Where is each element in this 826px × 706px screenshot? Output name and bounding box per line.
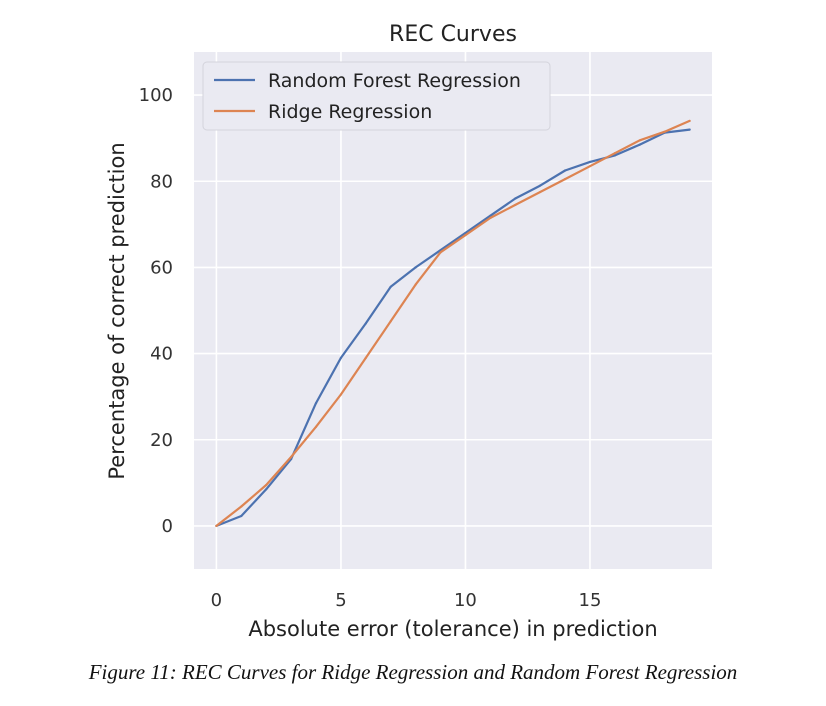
point-random-forest (588, 160, 592, 163)
y-tick-label: 60 (150, 257, 173, 278)
plot-area (194, 52, 712, 569)
chart: 0 5 10 15 0 20 40 60 80 100 REC Curves Absolute e… (105, 22, 712, 641)
legend-box (202, 61, 551, 131)
point-ridge (563, 177, 567, 181)
point-ridge (539, 190, 542, 194)
legend-label-ridge: Ridge Regression (268, 101, 432, 123)
point-ridge (240, 505, 243, 508)
x-tick-label: 5 (335, 590, 346, 611)
point-ridge (414, 283, 417, 286)
x-axis-label: Absolute error (tolerance) in prediction (248, 617, 657, 641)
point-ridge (215, 524, 218, 528)
legend: Random Forest Regression Ridge Regressio… (202, 61, 551, 131)
x-tick-label: 0 (211, 590, 222, 611)
point-random-forest (364, 322, 367, 325)
y-axis-label: Percentage of correct prediction (105, 142, 129, 479)
point-ridge (364, 356, 367, 359)
point-ridge (638, 139, 641, 142)
point-ridge (265, 483, 268, 487)
point-ridge (613, 152, 616, 155)
x-tick-label: 15 (579, 590, 602, 611)
point-random-forest (613, 154, 616, 157)
y-tick-label: 20 (150, 430, 173, 451)
x-tick-label: 10 (454, 590, 477, 611)
series-layer (215, 119, 691, 528)
y-tick-label: 0 (162, 516, 173, 537)
point-random-forest (414, 266, 417, 269)
line-ridge (215, 119, 691, 528)
point-random-forest (563, 169, 567, 172)
point-ridge (688, 119, 691, 123)
y-tick-label: 40 (150, 344, 173, 365)
point-random-forest (539, 184, 542, 187)
point-random-forest (389, 285, 392, 288)
chart-title: REC Curves (389, 22, 517, 47)
point-random-forest (314, 402, 318, 405)
y-tick-label: 80 (150, 171, 173, 192)
point-random-forest (489, 214, 492, 217)
point-random-forest (339, 356, 343, 359)
point-ridge (489, 216, 492, 219)
point-ridge (439, 251, 442, 254)
point-random-forest (638, 143, 641, 146)
point-ridge (290, 455, 293, 459)
point-ridge (588, 165, 592, 168)
legend-label-random-forest: Random Forest Regression (268, 70, 521, 92)
tick-labels: 0 5 10 15 0 20 40 60 80 100 (139, 85, 602, 611)
point-ridge (314, 425, 318, 428)
y-tick-label: 100 (139, 85, 173, 106)
point-ridge (663, 130, 666, 133)
figure-caption: Figure 11: REC Curves for Ridge Regressi… (88, 660, 738, 684)
point-random-forest (240, 514, 243, 518)
point-ridge (389, 320, 392, 323)
point-ridge (464, 234, 467, 237)
point-random-forest (688, 128, 691, 131)
point-ridge (339, 393, 343, 396)
point-ridge (514, 203, 517, 207)
point-random-forest (514, 197, 517, 200)
point-random-forest (265, 488, 268, 491)
